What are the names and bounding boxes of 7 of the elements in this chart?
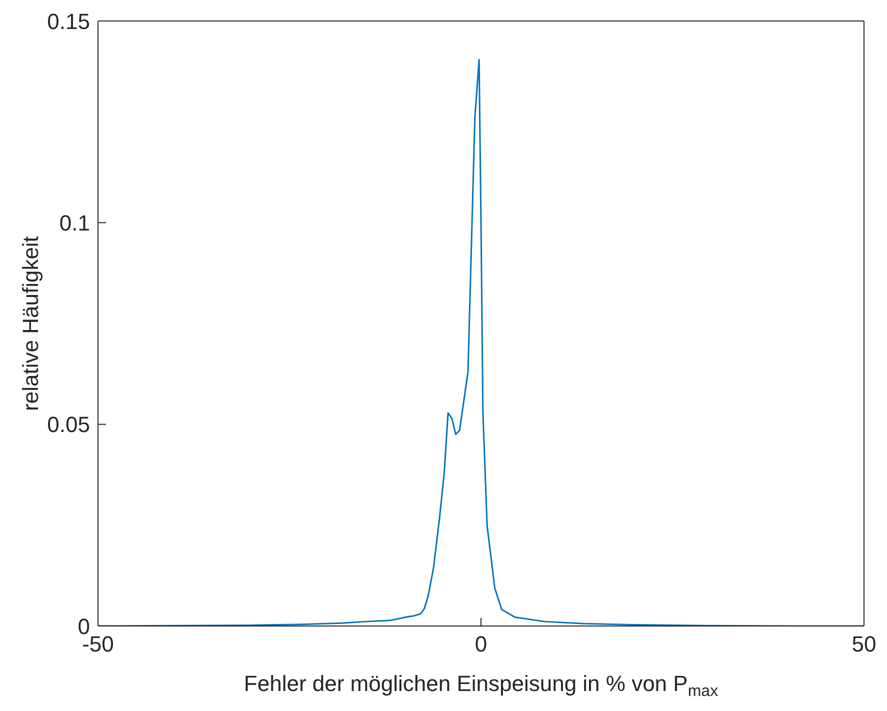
y-tick-label: 0.1: [59, 210, 90, 236]
x-tick-label: 0: [474, 632, 488, 657]
x-tick-label: 50: [852, 632, 876, 657]
y-axis-title: relative Häufigkeit: [18, 236, 43, 411]
y-tick-label: 0.15: [47, 8, 90, 34]
y-tick-label: 0.05: [47, 412, 90, 438]
x-axis-title: Fehler der möglichen Einspeisung in % von P$_{max}$: [244, 671, 718, 700]
